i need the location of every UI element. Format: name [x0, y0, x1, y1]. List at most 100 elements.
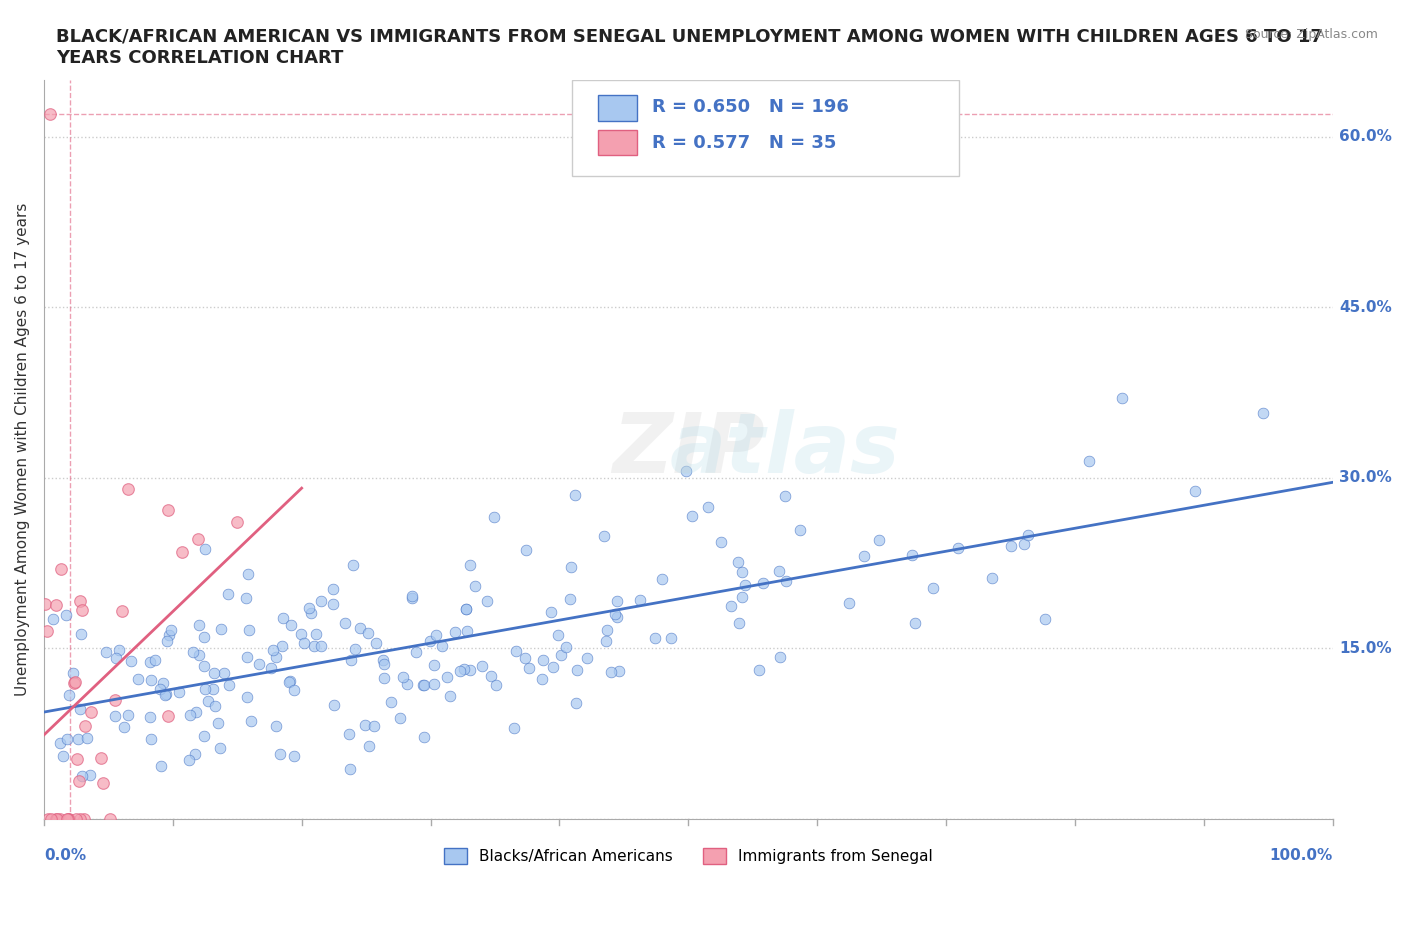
Blacks/African Americans [644, 631, 666, 645]
Blacks/African Americans [311, 639, 333, 654]
Text: BLACK/AFRICAN AMERICAN VS IMMIGRANTS FROM SENEGAL UNEMPLOYMENT AMONG WOMEN WITH : BLACK/AFRICAN AMERICAN VS IMMIGRANTS FRO… [56, 28, 1323, 67]
Blacks/African Americans [513, 651, 536, 666]
Blacks/African Americans [775, 574, 797, 589]
Immigrants from Senegal [45, 598, 67, 613]
Blacks/African Americans [628, 593, 651, 608]
Blacks/African Americans [188, 618, 211, 632]
Immigrants from Senegal [63, 675, 86, 690]
Blacks/African Americans [194, 542, 217, 557]
Blacks/African Americans [349, 620, 371, 635]
Blacks/African Americans [249, 657, 271, 671]
Immigrants from Senegal [226, 514, 249, 529]
Blacks/African Americans [159, 622, 181, 637]
Blacks/African Americans [104, 708, 127, 723]
Blacks/African Americans [593, 528, 616, 543]
Blacks/African Americans [720, 598, 742, 613]
Blacks/African Americans [42, 611, 65, 626]
Blacks/African Americans [392, 670, 415, 684]
Blacks/African Americans [179, 708, 201, 723]
Text: atlas: atlas [669, 409, 900, 490]
Blacks/African Americans [838, 595, 860, 610]
Blacks/African Americans [218, 678, 240, 693]
Immigrants from Senegal [104, 693, 127, 708]
Blacks/African Americans [606, 593, 628, 608]
Blacks/African Americans [1184, 484, 1206, 498]
Blacks/African Americans [143, 653, 166, 668]
Immigrants from Senegal [80, 705, 103, 720]
Immigrants from Senegal [39, 107, 62, 122]
Immigrants from Senegal [90, 751, 112, 765]
Blacks/African Americans [789, 523, 811, 538]
Blacks/African Americans [193, 729, 215, 744]
Immigrants from Senegal [51, 562, 73, 577]
Blacks/African Americans [1251, 405, 1274, 420]
Blacks/African Americans [139, 732, 162, 747]
Blacks/African Americans [49, 736, 72, 751]
Blacks/African Americans [156, 633, 179, 648]
Blacks/African Americans [430, 639, 453, 654]
Immigrants from Senegal [111, 604, 134, 618]
Text: 30.0%: 30.0% [1339, 471, 1392, 485]
Blacks/African Americans [453, 661, 475, 676]
Blacks/African Americans [651, 571, 673, 586]
Blacks/African Americans [187, 647, 209, 662]
Blacks/African Americans [204, 698, 226, 713]
Blacks/African Americans [112, 720, 135, 735]
Blacks/African Americans [567, 662, 589, 677]
Blacks/African Americans [419, 634, 441, 649]
Blacks/African Americans [238, 566, 260, 581]
Immigrants from Senegal [62, 675, 84, 690]
Immigrants from Senegal [170, 544, 193, 559]
Blacks/African Americans [263, 643, 285, 658]
Blacks/African Americans [731, 590, 754, 604]
Blacks/African Americans [1078, 454, 1101, 469]
Blacks/African Americans [280, 618, 302, 632]
Blacks/African Americans [322, 596, 344, 611]
Blacks/African Americans [69, 701, 91, 716]
Blacks/African Americans [600, 665, 623, 680]
Blacks/African Americans [401, 589, 423, 604]
Blacks/African Americans [235, 591, 257, 605]
Blacks/African Americans [1111, 391, 1133, 405]
Text: 100.0%: 100.0% [1270, 848, 1333, 863]
Blacks/African Americans [484, 678, 506, 693]
Blacks/African Americans [339, 652, 361, 667]
Blacks/African Americans [412, 729, 434, 744]
FancyBboxPatch shape [598, 129, 637, 155]
Blacks/African Americans [464, 578, 486, 593]
Blacks/African Americans [283, 749, 305, 764]
Blacks/African Americans [900, 548, 922, 563]
Blacks/African Americans [259, 660, 281, 675]
Y-axis label: Unemployment Among Women with Children Ages 6 to 17 years: Unemployment Among Women with Children A… [15, 203, 30, 697]
Blacks/African Americans [449, 663, 471, 678]
Blacks/African Americans [202, 666, 225, 681]
Immigrants from Senegal [69, 811, 91, 826]
Blacks/African Americans [322, 581, 344, 596]
Blacks/African Americans [475, 593, 498, 608]
Blacks/African Americans [456, 602, 478, 617]
Blacks/African Americans [768, 564, 790, 578]
Blacks/African Americans [271, 610, 294, 625]
Text: 45.0%: 45.0% [1339, 299, 1392, 315]
Blacks/African Americans [139, 710, 162, 724]
Blacks/African Americans [55, 731, 77, 746]
Blacks/African Americans [922, 580, 945, 595]
Blacks/African Americans [595, 633, 617, 648]
Blacks/African Americans [564, 487, 586, 502]
Blacks/African Americans [236, 650, 259, 665]
Blacks/African Americans [530, 671, 553, 686]
FancyBboxPatch shape [598, 95, 637, 121]
Immigrants from Senegal [156, 709, 179, 724]
Blacks/African Americans [728, 616, 751, 631]
Blacks/African Americans [541, 659, 564, 674]
Blacks/African Americans [217, 586, 239, 601]
Blacks/African Americans [278, 673, 301, 688]
Blacks/African Americans [117, 708, 139, 723]
Legend: Blacks/African Americans, Immigrants from Senegal: Blacks/African Americans, Immigrants fro… [437, 842, 939, 870]
Text: R = 0.577   N = 35: R = 0.577 N = 35 [652, 134, 837, 152]
Blacks/African Americans [731, 565, 754, 579]
Blacks/African Americans [149, 682, 172, 697]
Blacks/African Americans [304, 639, 326, 654]
Blacks/African Americans [207, 716, 229, 731]
Blacks/African Americans [380, 695, 402, 710]
